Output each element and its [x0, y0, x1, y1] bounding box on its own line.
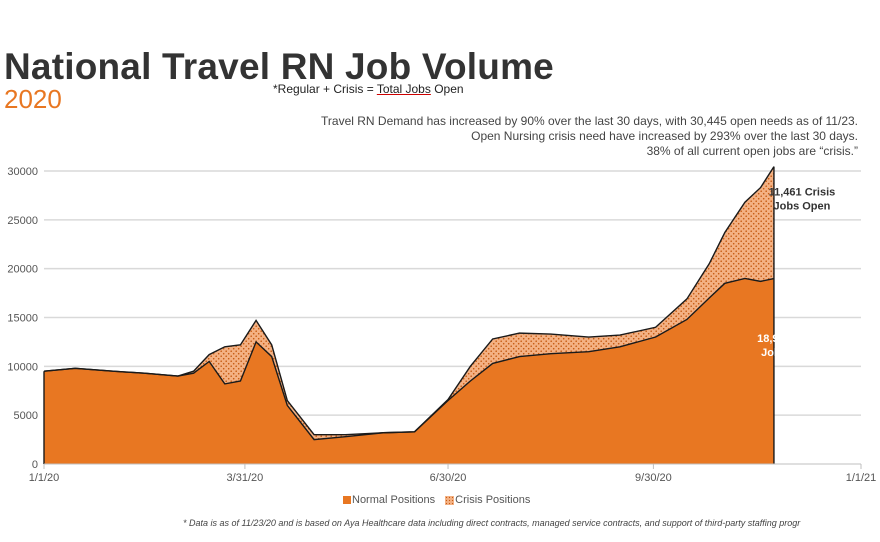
summary-notes: Travel RN Demand has increased by 90% ov…: [321, 114, 858, 159]
formula-suffix: Open: [430, 82, 464, 96]
legend-item-crisis: Crisis Positions: [445, 494, 530, 506]
note-line: 38% of all current open jobs are “crisis…: [646, 144, 858, 158]
y-tick-label: 5000: [14, 410, 38, 422]
annotation-line: Jobs Open: [774, 200, 831, 212]
note-line: Travel RN Demand has increased by 90% ov…: [321, 114, 858, 128]
legend: Normal Positions Crisis Positions: [343, 494, 530, 506]
y-tick-label: 30000: [7, 166, 38, 178]
note-line: Open Nursing crisis need have increased …: [471, 129, 858, 143]
x-tick-label: 9/30/20: [635, 472, 672, 484]
normal-positions-area: [44, 278, 774, 464]
y-tick-label: 10000: [7, 361, 38, 373]
x-tick-label: 1/1/21: [846, 472, 877, 484]
crisis-positions-area: [44, 166, 774, 440]
x-tick-label: 1/1/20: [29, 472, 60, 484]
year-subtitle: 2020: [4, 84, 62, 114]
y-tick-label: 20000: [7, 264, 38, 276]
legend-label-crisis: Crisis Positions: [455, 494, 531, 506]
y-tick-label: 25000: [7, 215, 38, 227]
legend-swatch-normal: [343, 496, 351, 504]
y-axis: 0 5000 10000 15000 20000 25000 30000: [7, 166, 38, 471]
formula-underlined: Total Jobs: [376, 82, 431, 96]
legend-swatch-crisis: [445, 495, 455, 505]
formula-note: *Regular + Crisis = Total Jobs Open: [273, 82, 464, 96]
x-tick-label: 6/30/20: [430, 472, 467, 484]
formula-prefix: *Regular + Crisis =: [273, 82, 377, 96]
y-tick-label: 15000: [7, 313, 38, 325]
annotations: 11,461 Crisis Jobs Open 18,984 Jobs: [757, 186, 835, 359]
legend-item-normal: Normal Positions: [343, 494, 435, 506]
area-layer: [43, 166, 775, 464]
legend-label-normal: Normal Positions: [352, 494, 436, 506]
total-positions-line: [43, 166, 775, 436]
page-title: National Travel RN Job Volume: [4, 46, 554, 87]
annotation-line: 11,461 Crisis: [769, 186, 836, 198]
job-volume-chart: 0 5000 10000 15000 20000 25000 30000 1/1/20 3/3…: [7, 166, 877, 484]
y-tick-label: 0: [32, 459, 38, 471]
annotation-line: 18,984: [757, 333, 792, 345]
x-axis: 1/1/20 3/31/20 6/30/20 9/30/20 1/1/21: [29, 463, 877, 484]
annotation-line: Jobs: [761, 347, 787, 359]
footnote: * Data is as of 11/23/20 and is based on…: [183, 518, 801, 528]
crisis-jobs-annotation: 11,461 Crisis Jobs Open: [769, 186, 836, 212]
x-tick-label: 3/31/20: [227, 472, 264, 484]
normal-jobs-annotation: 18,984 Jobs: [757, 333, 792, 359]
